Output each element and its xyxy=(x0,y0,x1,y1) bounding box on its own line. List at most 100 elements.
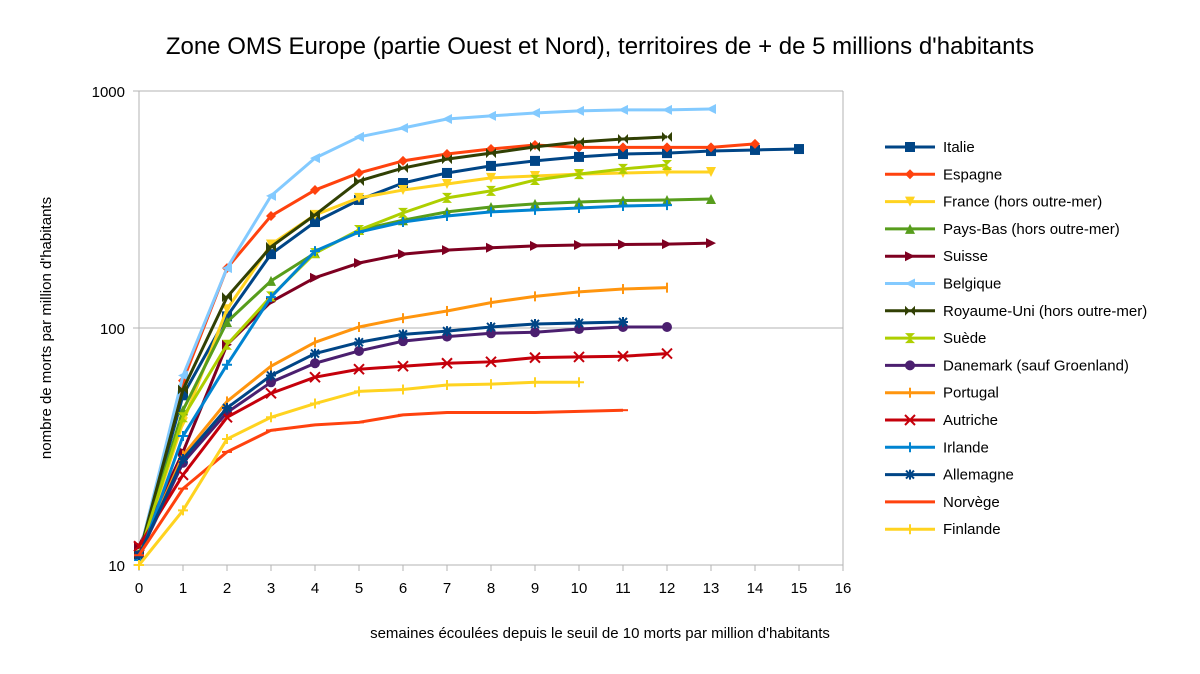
y-axis-label: nombre de morts par million d'habitants xyxy=(38,197,55,459)
data-point xyxy=(574,169,584,180)
data-point xyxy=(354,192,364,203)
x-axis-label: semaines écoulées depuis le seuil de 10 … xyxy=(370,625,830,642)
data-point xyxy=(266,190,276,201)
data-point xyxy=(310,153,320,164)
data-point xyxy=(618,195,628,206)
legend-label: Danemark (sauf Groenland) xyxy=(943,357,1129,374)
data-point xyxy=(178,431,188,442)
data-point xyxy=(530,175,540,186)
legend-item: Pays-Bas (hors outre-mer) xyxy=(885,221,1120,238)
data-point xyxy=(662,160,672,171)
data-point xyxy=(310,398,320,409)
data-point xyxy=(530,155,540,166)
data-point xyxy=(662,194,672,205)
data-point xyxy=(573,351,585,363)
legend-label: France (hors outre-mer) xyxy=(943,194,1102,211)
data-point xyxy=(266,292,276,303)
data-point xyxy=(354,345,364,356)
legend-label: Espagne xyxy=(943,166,1002,183)
data-point xyxy=(662,148,672,159)
data-point xyxy=(354,258,364,269)
x-tick-label: 11 xyxy=(615,580,631,597)
data-point xyxy=(398,336,408,347)
data-point xyxy=(398,163,408,174)
x-tick-label: 0 xyxy=(135,580,143,597)
data-point xyxy=(398,178,408,189)
data-point xyxy=(574,239,584,250)
legend-marker xyxy=(905,333,915,344)
data-point xyxy=(354,167,364,178)
data-point xyxy=(442,379,452,390)
data-point xyxy=(398,384,408,395)
data-point xyxy=(222,317,232,328)
data-point xyxy=(486,110,496,121)
legend-marker xyxy=(904,414,916,426)
data-point xyxy=(266,377,276,388)
data-point xyxy=(706,238,716,249)
data-point xyxy=(442,326,452,337)
data-point xyxy=(530,107,540,118)
legend-item: Royaume-Uni (hors outre-mer) xyxy=(885,303,1147,320)
data-point xyxy=(574,137,584,148)
chart-title: Zone OMS Europe (partie Ouest et Nord), … xyxy=(166,33,1034,60)
data-point xyxy=(662,321,672,332)
data-point xyxy=(618,142,628,153)
data-point xyxy=(442,245,452,256)
data-point xyxy=(574,377,584,388)
data-point xyxy=(398,329,408,340)
legend-marker xyxy=(905,469,915,480)
data-point xyxy=(397,360,409,372)
legend-item: Espagne xyxy=(885,166,1002,183)
series-line xyxy=(137,380,579,566)
data-point xyxy=(706,103,716,114)
legend-marker xyxy=(905,169,915,180)
legend-marker xyxy=(905,142,915,152)
data-point xyxy=(794,144,804,155)
data-point xyxy=(662,104,672,115)
data-point xyxy=(617,350,629,362)
x-tick-label: 6 xyxy=(399,580,407,597)
data-point xyxy=(398,123,408,134)
data-point xyxy=(398,155,408,166)
legend-item: Belgique xyxy=(885,276,1001,293)
data-point xyxy=(177,469,189,481)
series-finlande xyxy=(134,377,584,570)
data-point xyxy=(442,154,452,165)
data-point xyxy=(222,359,232,370)
x-tick-label: 15 xyxy=(791,580,808,597)
x-tick-label: 4 xyxy=(311,580,319,597)
legend-label: Suède xyxy=(943,330,986,347)
series-line xyxy=(137,147,800,556)
data-point xyxy=(310,348,320,359)
data-point xyxy=(266,412,276,423)
data-point xyxy=(485,356,497,368)
data-point xyxy=(486,160,496,171)
data-point xyxy=(222,339,232,350)
data-point xyxy=(353,363,365,375)
data-point xyxy=(178,412,188,423)
data-point xyxy=(486,148,496,159)
data-point xyxy=(706,142,716,153)
series-portugal xyxy=(137,282,668,561)
data-point xyxy=(618,149,628,160)
data-point xyxy=(354,227,364,238)
y-tick-label: 10 xyxy=(108,558,125,575)
series-line xyxy=(137,352,668,548)
legend-marker xyxy=(905,223,915,234)
data-point xyxy=(662,142,672,153)
legend-item: France (hors outre-mer) xyxy=(885,194,1102,211)
data-point xyxy=(486,379,496,390)
data-point xyxy=(398,207,408,218)
data-point xyxy=(222,292,232,303)
series-norv-ge xyxy=(134,408,628,557)
series-line xyxy=(137,203,668,561)
data-point xyxy=(310,217,320,228)
data-point xyxy=(266,249,276,260)
data-point xyxy=(222,311,232,322)
x-tick-label: 10 xyxy=(571,580,588,597)
legend-label: Royaume-Uni (hors outre-mer) xyxy=(943,303,1147,320)
data-point xyxy=(354,131,364,142)
series-allemagne xyxy=(134,317,628,561)
